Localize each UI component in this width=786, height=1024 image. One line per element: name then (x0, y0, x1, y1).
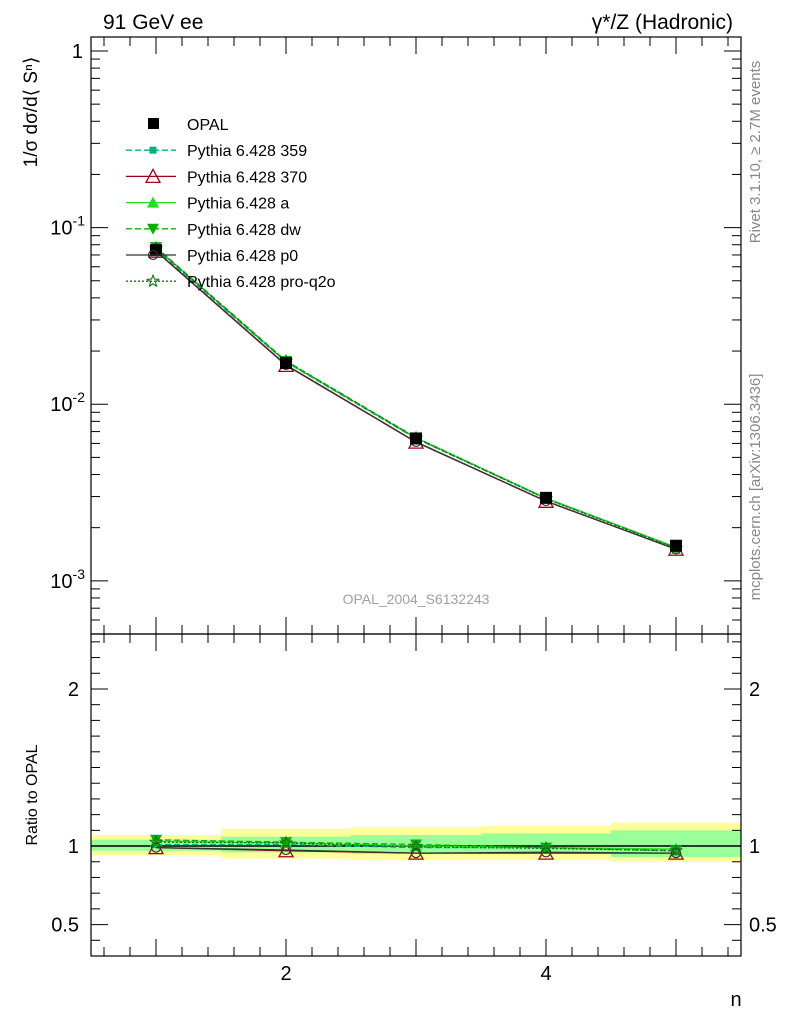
x-tick-label: 4 (540, 963, 551, 985)
legend-label: Pythia 6.428 pro-q2o (187, 274, 336, 291)
ratio-y-tick-label-right: 1 (749, 836, 760, 858)
legend-label: OPAL (187, 117, 229, 134)
marker-open-circle (670, 848, 682, 859)
ratio-y-tick-label-left: 0.5 (51, 915, 79, 937)
marker-down-triangle (150, 834, 162, 846)
marker-open-circle (147, 249, 159, 261)
marker-star (408, 839, 424, 853)
header-right: γ*/Z (Hadronic) (592, 11, 733, 34)
marker-down-triangle (280, 837, 292, 849)
legend-label: Pythia 6.428 a (187, 196, 289, 213)
bottom-series (147, 834, 685, 860)
y-tick-label: 1 (72, 41, 83, 63)
y-tick-label: 10-2 (50, 389, 85, 416)
marker-open-triangle (144, 168, 162, 184)
marker-star (538, 840, 554, 855)
series-line (155, 846, 677, 854)
marker-square (540, 491, 552, 504)
series-pythia-6-428-p0 (150, 245, 682, 555)
ratio-y-tick-label-right: 2 (749, 679, 760, 701)
marker-open-circle (150, 842, 162, 853)
marker-star (145, 273, 161, 288)
bottom-plot-frame (90, 633, 742, 957)
legend-entry: Pythia 6.428 359 (126, 143, 307, 160)
legend-label: Pythia 6.428 370 (187, 169, 307, 186)
series-pythia-6-428-p0 (150, 842, 682, 859)
legend-entry: OPAL (148, 117, 229, 134)
marker-star (278, 835, 294, 850)
top-y-axis-label: 1/σ dσ/d⟨ Sⁿ⟩ (21, 57, 42, 168)
mcplots-label: mcplots.cern.ch [arXiv:1306.3436] (747, 374, 764, 601)
marker-square (670, 539, 682, 552)
legend-entry: Pythia 6.428 a (126, 196, 289, 213)
y-tick-label: 10-3 (50, 566, 85, 593)
x-axis-label: n (730, 989, 741, 1011)
marker-down-triangle (410, 839, 422, 851)
series-pythia-6-428-359 (152, 245, 680, 552)
legend-entry: Pythia 6.428 p0 (126, 248, 298, 265)
legend-label: Pythia 6.428 p0 (187, 248, 298, 265)
header-left: 91 GeV ee (103, 11, 203, 34)
legend-label: Pythia 6.428 359 (187, 143, 307, 160)
series-opal (150, 244, 682, 552)
marker-open-circle (410, 848, 422, 859)
marker-down-triangle (147, 223, 159, 235)
marker-square (150, 244, 162, 257)
series-line (155, 247, 677, 548)
legend: OPAL Pythia 6.428 359 Pythia 6.428 370 Pyth… (126, 117, 336, 291)
legend-entry: Pythia 6.428 370 (126, 168, 307, 186)
legend-label: Pythia 6.428 dw (187, 222, 301, 239)
y-tick-label: 10-1 (50, 213, 85, 240)
ratio-y-tick-label-left: 2 (68, 679, 79, 701)
marker-open-circle (540, 847, 552, 858)
ratio-y-tick-label-left: 1 (68, 836, 79, 858)
series-line (155, 250, 677, 550)
analysis-watermark: OPAL_2004_S6132243 (343, 591, 490, 607)
series-line (155, 841, 677, 852)
bottom-y-axis-label: Ratio to OPAL (24, 744, 41, 845)
marker-star (148, 834, 164, 849)
series-line (155, 247, 677, 549)
series-line (155, 248, 677, 549)
axes: 10-3 10-2 10-1 1 2 4 2 2 1 1 0.5 0.5 (50, 36, 777, 985)
marker-star (668, 843, 684, 857)
series-pythia-6-428-pro-q2o (148, 834, 684, 857)
marker-square (280, 357, 292, 370)
legend-marker (148, 118, 159, 129)
series-line (155, 246, 677, 549)
top-series (147, 240, 685, 556)
rivet-label: Rivet 3.1.10, ≥ 2.7M events (747, 61, 764, 244)
ratio-y-tick-label-right: 0.5 (749, 915, 777, 937)
legend-entry: Pythia 6.428 dw (126, 222, 301, 239)
x-tick-label: 2 (280, 963, 291, 985)
marker-square (410, 432, 422, 445)
marker-triangle (147, 196, 159, 208)
legend-entry: Pythia 6.428 pro-q2o (126, 273, 336, 291)
series-line (155, 250, 677, 550)
marker-small-square (149, 146, 157, 154)
